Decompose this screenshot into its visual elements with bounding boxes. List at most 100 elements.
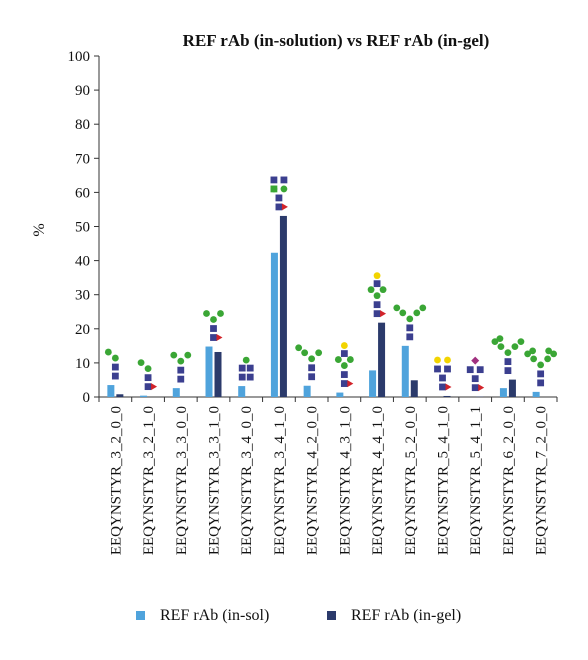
y-tick-label: 70	[75, 151, 90, 167]
glycan-residue	[471, 375, 479, 383]
glycan-residue	[517, 338, 525, 346]
y-axis-label: %	[31, 223, 48, 236]
category-label: EEQYNSTYR_3_3_1_0	[207, 406, 223, 555]
bar-in-sol	[303, 385, 311, 397]
glycan-residue	[184, 351, 192, 359]
glycan-residue	[295, 344, 303, 352]
glycan-icon	[270, 176, 288, 211]
glycan-residue	[346, 356, 354, 363]
glycan-residue	[315, 349, 323, 357]
bar-in-sol	[238, 386, 246, 397]
glycan-residue	[504, 358, 512, 366]
glycan-residue	[406, 315, 414, 323]
glycan-residue	[340, 362, 348, 369]
glycan-residue	[144, 383, 152, 391]
glycan-residue	[439, 383, 446, 391]
glycan-residue	[340, 350, 348, 357]
glycan-residue	[203, 310, 210, 317]
category-label: EEQYNSTYR_3_3_0_0	[174, 406, 190, 555]
bar-in-gel	[116, 394, 124, 397]
y-tick-label: 30	[75, 288, 90, 304]
glycan-residue	[373, 310, 381, 318]
glycan-residue	[373, 272, 381, 280]
y-tick-label: 100	[68, 49, 91, 65]
bar-in-gel	[214, 351, 222, 397]
glycan-icon	[104, 348, 119, 380]
glycan-residue	[246, 373, 254, 381]
glycan-residue	[111, 363, 119, 371]
bar-in-sol	[401, 345, 409, 397]
glycan-residue	[413, 309, 421, 317]
glycan-residue	[504, 367, 512, 375]
glycan-residue	[217, 310, 224, 317]
category-label: EEQYNSTYR_4_4_1_0	[370, 406, 386, 555]
glycan-icon	[393, 304, 427, 341]
glycan-icon	[491, 335, 525, 375]
bar-in-gel	[378, 322, 386, 397]
glycan-residue	[210, 334, 217, 341]
category-label: EEQYNSTYR_3_4_1_0	[272, 406, 288, 555]
glycan-residue	[270, 185, 278, 193]
bar-in-sol	[172, 388, 180, 397]
glycan-residue	[491, 338, 499, 346]
glycan-residue	[301, 349, 309, 357]
glycan-residue	[367, 286, 375, 294]
bar-in-gel	[508, 379, 516, 397]
glycan-residue	[406, 324, 414, 332]
glycan-residue	[340, 380, 348, 387]
glycan-residue	[380, 310, 387, 318]
y-tick-label: 60	[75, 185, 90, 201]
glycan-residue	[406, 333, 414, 341]
bar-in-sol	[532, 391, 540, 397]
glycan-residue	[524, 350, 532, 358]
glycan-residue	[137, 359, 145, 367]
glycan-residue	[496, 335, 504, 343]
category-label: EEQYNSTYR_6_2_0_0	[501, 406, 517, 555]
glycan-residue	[177, 357, 185, 365]
glycan-residue	[444, 365, 451, 373]
glycan-residue	[104, 348, 112, 356]
y-tick-label: 10	[75, 356, 90, 372]
glycan-residue	[439, 374, 446, 382]
glycan-icon	[170, 351, 192, 383]
glycan-icon	[137, 359, 158, 391]
glycan-residue	[529, 347, 537, 355]
bar-in-gel	[279, 215, 287, 397]
glycan-residue	[216, 334, 223, 342]
glycan-residue	[144, 374, 152, 382]
chart-title: REF rAb (in-solution) vs REF rAb (in-gel…	[183, 31, 490, 50]
glycan-residue	[177, 366, 185, 374]
glycan-residue	[434, 356, 441, 364]
y-tick-label: 50	[75, 220, 90, 236]
glycan-residue	[373, 280, 381, 288]
legend-swatch-in-gel	[327, 611, 336, 620]
glycan-residue	[177, 375, 185, 383]
glycan-icon	[334, 342, 354, 388]
y-tick-label: 40	[75, 254, 90, 270]
glycan-residue	[373, 301, 381, 309]
glycan-residue	[340, 371, 348, 378]
glycan-icon	[203, 310, 224, 342]
glycan-residue	[471, 356, 480, 365]
bar-in-sol	[270, 252, 278, 397]
glycan-residue	[478, 384, 485, 392]
y-tick-label: 20	[75, 322, 90, 338]
glycan-residue	[308, 364, 316, 372]
glycan-residue	[170, 351, 178, 359]
glycan-residue	[280, 185, 288, 193]
glycan-residue	[281, 203, 288, 211]
glycan-residue	[471, 384, 479, 392]
category-label: EEQYNSTYR_5_4_1_1	[468, 406, 484, 555]
category-label: EEQYNSTYR_3_2_0_0	[108, 406, 124, 555]
glycan-residue	[151, 383, 158, 391]
glycan-residue	[238, 373, 246, 381]
category-label: EEQYNSTYR_4_2_0_0	[305, 406, 321, 555]
bar-in-gel	[410, 380, 418, 397]
glycan-residue	[275, 203, 283, 211]
glycan-residue	[280, 176, 288, 184]
glycan-residue	[340, 342, 348, 349]
glycan-residue	[511, 343, 519, 351]
glycan-residue	[419, 304, 427, 312]
glycan-icon	[295, 344, 323, 381]
